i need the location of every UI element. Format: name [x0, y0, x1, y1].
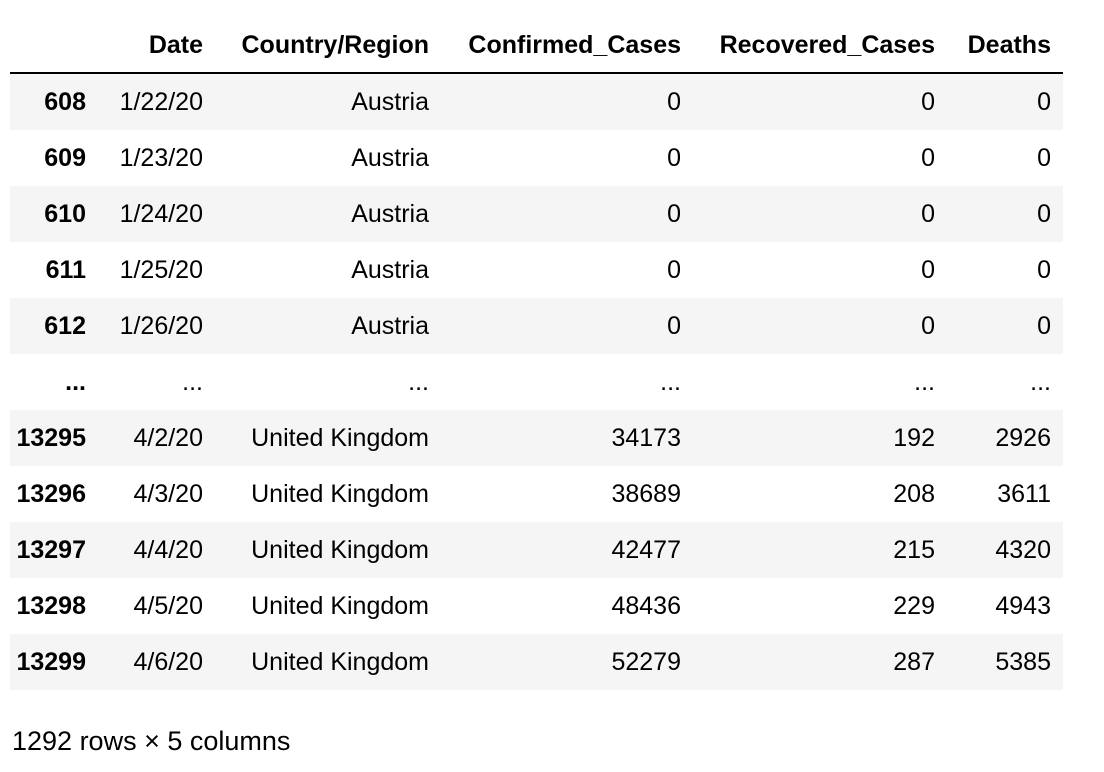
cell-date: ...	[182, 367, 203, 396]
cell-recovered-cases: 229	[893, 591, 935, 620]
cell-country-region: Austria	[351, 199, 429, 228]
row-index: 13295	[16, 423, 86, 452]
cell-confirmed-cases: 42477	[611, 535, 681, 564]
cell-country-region: ...	[408, 367, 429, 396]
cell-recovered-cases: 0	[921, 255, 935, 284]
column-header-deaths: Deaths	[947, 18, 1063, 74]
cell-recovered-cases: 0	[921, 199, 935, 228]
row-index: 13296	[16, 479, 86, 508]
table-row: 611 1/25/20 Austria 0 0 0	[10, 242, 1063, 298]
cell-confirmed-cases: 48436	[611, 591, 681, 620]
row-index: 13297	[16, 535, 86, 564]
cell-deaths: ...	[1030, 367, 1051, 396]
table-row: 608 1/22/20 Austria 0 0 0	[10, 73, 1063, 130]
cell-date: 1/26/20	[119, 311, 203, 340]
cell-country-region: United Kingdom	[251, 423, 429, 452]
cell-deaths: 2926	[995, 423, 1051, 452]
column-header-recovered-cases: Recovered_Cases	[693, 18, 947, 74]
row-index: 608	[44, 87, 86, 116]
row-index: 13298	[16, 591, 86, 620]
header-row: Date Country/Region Confirmed_Cases Reco…	[10, 18, 1063, 74]
table-row: 13298 4/5/20 United Kingdom 48436 229 4943	[10, 578, 1063, 634]
cell-confirmed-cases: 0	[667, 143, 681, 172]
cell-confirmed-cases: ...	[660, 367, 681, 396]
column-header-date: Date	[98, 18, 215, 74]
cell-deaths: 3611	[997, 479, 1051, 508]
cell-deaths: 4320	[995, 535, 1051, 564]
cell-recovered-cases: 215	[893, 535, 935, 564]
cell-date: 1/22/20	[119, 87, 203, 116]
table-row: 13296 4/3/20 United Kingdom 38689 208 3611	[10, 466, 1063, 522]
row-index: 13299	[16, 647, 86, 676]
cell-confirmed-cases: 52279	[611, 647, 681, 676]
shape-summary: 1292 rows × 5 columns	[12, 726, 291, 756]
cell-country-region: Austria	[351, 143, 429, 172]
cell-country-region: United Kingdom	[251, 535, 429, 564]
cell-confirmed-cases: 0	[667, 87, 681, 116]
table-row: 13297 4/4/20 United Kingdom 42477 215 4320	[10, 522, 1063, 578]
row-index: 610	[44, 199, 86, 228]
table-row: 612 1/26/20 Austria 0 0 0	[10, 298, 1063, 354]
cell-date: 4/5/20	[133, 591, 203, 620]
row-index: 609	[44, 143, 86, 172]
cell-date: 4/4/20	[133, 535, 203, 564]
cell-recovered-cases: 192	[893, 423, 935, 452]
cell-confirmed-cases: 38689	[611, 479, 681, 508]
cell-date: 4/2/20	[133, 423, 203, 452]
cell-confirmed-cases: 0	[667, 255, 681, 284]
row-index: 611	[45, 255, 86, 284]
cell-date: 4/3/20	[133, 479, 203, 508]
cell-deaths: 0	[1037, 199, 1051, 228]
cell-country-region: United Kingdom	[251, 591, 429, 620]
cell-deaths: 0	[1037, 87, 1051, 116]
cell-deaths: 5385	[995, 647, 1051, 676]
cell-deaths: 0	[1037, 311, 1051, 340]
column-header-confirmed-cases: Confirmed_Cases	[441, 18, 693, 74]
index-header	[10, 18, 98, 74]
cell-country-region: United Kingdom	[251, 647, 429, 676]
cell-date: 1/24/20	[119, 199, 203, 228]
cell-recovered-cases: 287	[893, 647, 935, 676]
cell-date: 4/6/20	[133, 647, 203, 676]
cell-deaths: 4943	[995, 591, 1051, 620]
cell-country-region: Austria	[351, 311, 429, 340]
row-index: 612	[44, 311, 86, 340]
cell-confirmed-cases: 34173	[611, 423, 681, 452]
table-row: 610 1/24/20 Austria 0 0 0	[10, 186, 1063, 242]
table-body: 608 1/22/20 Austria 0 0 0 609 1/23/20 Austria 0 0 0…	[10, 73, 1063, 690]
cell-confirmed-cases: 0	[667, 199, 681, 228]
cell-date: 1/25/20	[119, 255, 203, 284]
dataframe-table: Date Country/Region Confirmed_Cases Reco…	[10, 18, 1063, 690]
table-header: Date Country/Region Confirmed_Cases Reco…	[10, 18, 1063, 74]
column-header-country-region: Country/Region	[215, 18, 441, 74]
cell-recovered-cases: 0	[921, 311, 935, 340]
cell-confirmed-cases: 0	[667, 311, 681, 340]
cell-country-region: Austria	[351, 255, 429, 284]
table-row: 13299 4/6/20 United Kingdom 52279 287 5385	[10, 634, 1063, 690]
cell-recovered-cases: 208	[893, 479, 935, 508]
cell-recovered-cases: ...	[914, 367, 935, 396]
table-row: 13295 4/2/20 United Kingdom 34173 192 2926	[10, 410, 1063, 466]
cell-country-region: United Kingdom	[251, 479, 429, 508]
cell-deaths: 0	[1037, 255, 1051, 284]
cell-deaths: 0	[1037, 143, 1051, 172]
cell-country-region: Austria	[351, 87, 429, 116]
cell-recovered-cases: 0	[921, 143, 935, 172]
row-index: ...	[65, 367, 86, 396]
table-row: 609 1/23/20 Austria 0 0 0	[10, 130, 1063, 186]
ellipsis-row: ..................	[10, 354, 1063, 410]
cell-date: 1/23/20	[119, 143, 203, 172]
cell-recovered-cases: 0	[921, 87, 935, 116]
